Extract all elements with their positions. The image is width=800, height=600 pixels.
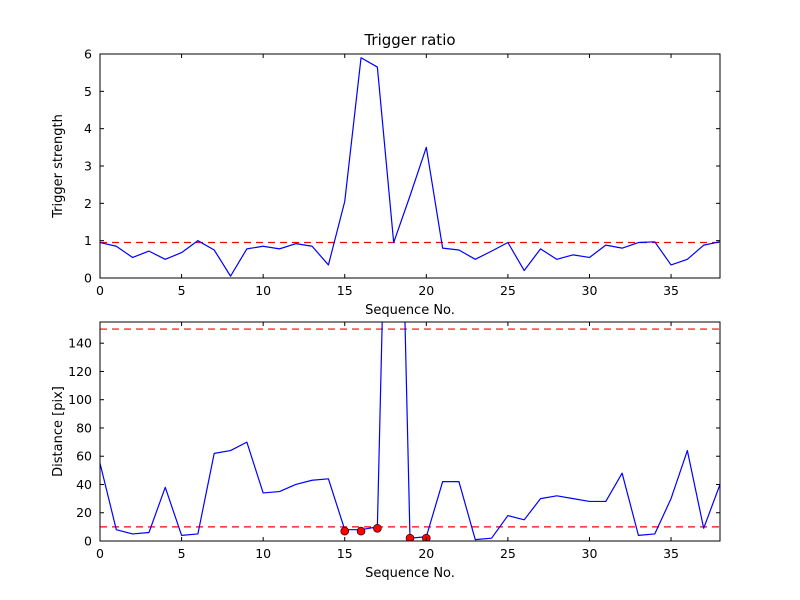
x-tick-label: 5	[178, 546, 186, 561]
trigger-points-marker	[340, 526, 350, 536]
y-tick-label: 0	[84, 271, 92, 286]
y-tick-label: 2	[84, 196, 92, 211]
x-tick-label: 10	[255, 546, 271, 561]
y-tick-label: 80	[76, 420, 92, 435]
y-axis-label: Distance [pix]	[51, 386, 66, 477]
x-axis-label: Sequence No.	[365, 303, 455, 318]
y-tick-label: 0	[84, 534, 92, 549]
x-tick-label: 15	[337, 546, 353, 561]
x-tick-label: 35	[663, 546, 679, 561]
trigger-points-marker	[373, 523, 382, 533]
x-tick-label: 0	[96, 546, 104, 561]
x-tick-label: 5	[178, 283, 186, 298]
y-tick-label: 140	[68, 336, 92, 351]
x-tick-label: 20	[418, 283, 434, 298]
y-tick-label: 5	[84, 84, 92, 99]
y-tick-label: 1	[84, 233, 92, 248]
y-tick-label: 100	[68, 392, 92, 407]
chart-title: Trigger ratio	[363, 31, 455, 49]
x-tick-label: 0	[96, 283, 104, 298]
distance-line	[100, 322, 720, 541]
y-tick-label: 120	[68, 364, 92, 379]
trigger-ratio-line	[100, 57, 720, 277]
y-tick-label: 40	[76, 477, 92, 492]
trigger-points-marker	[356, 526, 366, 536]
x-tick-label: 35	[663, 283, 679, 298]
y-tick-label: 4	[84, 121, 92, 136]
y-axis-label: Trigger strength	[51, 114, 66, 219]
x-tick-label: 20	[418, 546, 434, 561]
x-axis-label: Sequence No.	[365, 566, 455, 581]
y-tick-label: 3	[84, 159, 92, 174]
axes-frame	[99, 321, 721, 542]
x-tick-label: 25	[500, 546, 516, 561]
distance-chart: 0 5 10 15 20 25 30 35 0 20 40 60 80 100 120 140 Sequence…	[51, 321, 721, 581]
trigger-ratio-chart: 0 5 10 15 20 25 30 35 0 1 2 3 4 5 6 Trigger ratio Sequen…	[51, 31, 721, 318]
x-tick-label: 15	[337, 283, 353, 298]
x-tick-label: 30	[582, 283, 598, 298]
trigger-points-marker	[405, 533, 415, 541]
x-tick-label: 10	[255, 283, 271, 298]
y-tick-label: 6	[84, 47, 92, 62]
y-tick-label: 60	[76, 449, 92, 464]
x-tick-label: 30	[582, 546, 598, 561]
y-tick-label: 20	[76, 505, 92, 520]
x-tick-label: 25	[500, 283, 516, 298]
